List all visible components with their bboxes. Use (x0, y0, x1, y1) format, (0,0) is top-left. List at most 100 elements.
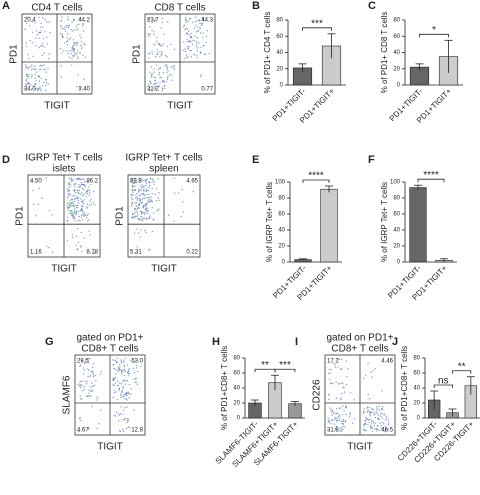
event-dot (130, 197, 133, 199)
event-dot (158, 208, 160, 210)
event-dot (149, 33, 151, 35)
event-dot (85, 383, 88, 385)
event-dot (41, 85, 44, 87)
plot-title: gated on PD1+ (327, 333, 394, 344)
event-dot (123, 419, 126, 421)
event-dot (163, 81, 165, 83)
event-dot (363, 425, 365, 427)
event-dot (135, 367, 138, 369)
event-dot (82, 178, 84, 180)
event-dot (173, 177, 176, 180)
event-dot (75, 206, 78, 209)
event-dot (36, 71, 38, 73)
event-dot (120, 395, 122, 397)
y-axis-label: PD1 (15, 206, 26, 226)
event-dot (184, 50, 187, 53)
event-dot (80, 419, 82, 422)
x-axis-label: TIGIT (97, 442, 123, 453)
y-tick-label: 20 (278, 244, 285, 250)
event-dot (67, 16, 69, 18)
event-dot (137, 217, 139, 220)
event-dot (114, 415, 117, 417)
event-dot (24, 28, 26, 30)
event-dot (144, 204, 146, 206)
event-dot (187, 30, 190, 33)
event-dot (187, 56, 190, 58)
event-dot (82, 23, 85, 26)
y-tick-label: 60 (393, 34, 400, 40)
event-dot (126, 419, 128, 422)
event-dot (149, 81, 152, 83)
event-dot (173, 67, 175, 69)
event-dot (381, 417, 384, 419)
event-dot (45, 20, 48, 23)
event-dot (143, 197, 145, 199)
event-dot (340, 426, 343, 429)
event-dot (60, 20, 62, 22)
event-dot (79, 185, 81, 187)
event-dot (202, 37, 204, 39)
event-dot (83, 199, 85, 201)
event-dot (40, 22, 42, 25)
event-dot (159, 67, 162, 69)
event-dot (75, 204, 77, 206)
event-dot (343, 410, 345, 412)
event-dot (135, 182, 137, 184)
event-dot (114, 382, 117, 385)
event-dot (340, 399, 342, 401)
event-dot (131, 194, 133, 197)
event-dot (127, 371, 129, 373)
event-dot (140, 180, 142, 183)
event-dot (167, 75, 169, 78)
event-dot (173, 192, 176, 194)
event-dot (138, 232, 140, 234)
event-dot (369, 413, 371, 416)
event-dot (200, 74, 202, 76)
event-dot (71, 204, 73, 207)
plot-title: CD8+ T cells (81, 344, 138, 355)
event-dot (148, 89, 151, 91)
event-dot (135, 364, 138, 367)
event-dot (353, 418, 355, 420)
event-dot (27, 81, 30, 84)
event-dot (166, 72, 168, 74)
event-dot (83, 212, 85, 214)
event-dot (189, 40, 191, 42)
event-dot (67, 19, 69, 21)
event-dot (145, 179, 147, 182)
event-dot (60, 24, 62, 26)
event-dot (119, 430, 122, 433)
event-dot (132, 378, 134, 381)
event-dot (143, 188, 145, 191)
event-dot (353, 399, 356, 401)
event-dot (61, 27, 64, 30)
event-dot (156, 209, 159, 212)
event-dot (166, 55, 168, 58)
event-dot (79, 198, 82, 200)
event-dot (380, 408, 383, 410)
event-dot (44, 18, 46, 21)
event-dot (335, 428, 337, 431)
event-dot (328, 394, 330, 396)
event-dot (75, 244, 77, 246)
event-dot (149, 71, 151, 73)
event-dot (363, 408, 365, 410)
event-dot (70, 28, 72, 31)
event-dot (67, 205, 69, 207)
event-dot (366, 411, 368, 413)
event-dot (190, 32, 193, 35)
event-dot (81, 204, 84, 206)
event-dot (140, 201, 143, 204)
event-dot (81, 360, 83, 362)
event-dot (147, 209, 149, 212)
event-dot (90, 203, 93, 206)
event-dot (60, 76, 63, 79)
event-dot (342, 386, 344, 388)
event-dot (374, 368, 376, 370)
event-dot (374, 416, 377, 419)
event-dot (115, 411, 118, 414)
x-axis-label: TIGIT (347, 442, 373, 453)
event-dot (145, 184, 147, 187)
event-dot (125, 393, 127, 395)
event-dot (77, 56, 79, 58)
